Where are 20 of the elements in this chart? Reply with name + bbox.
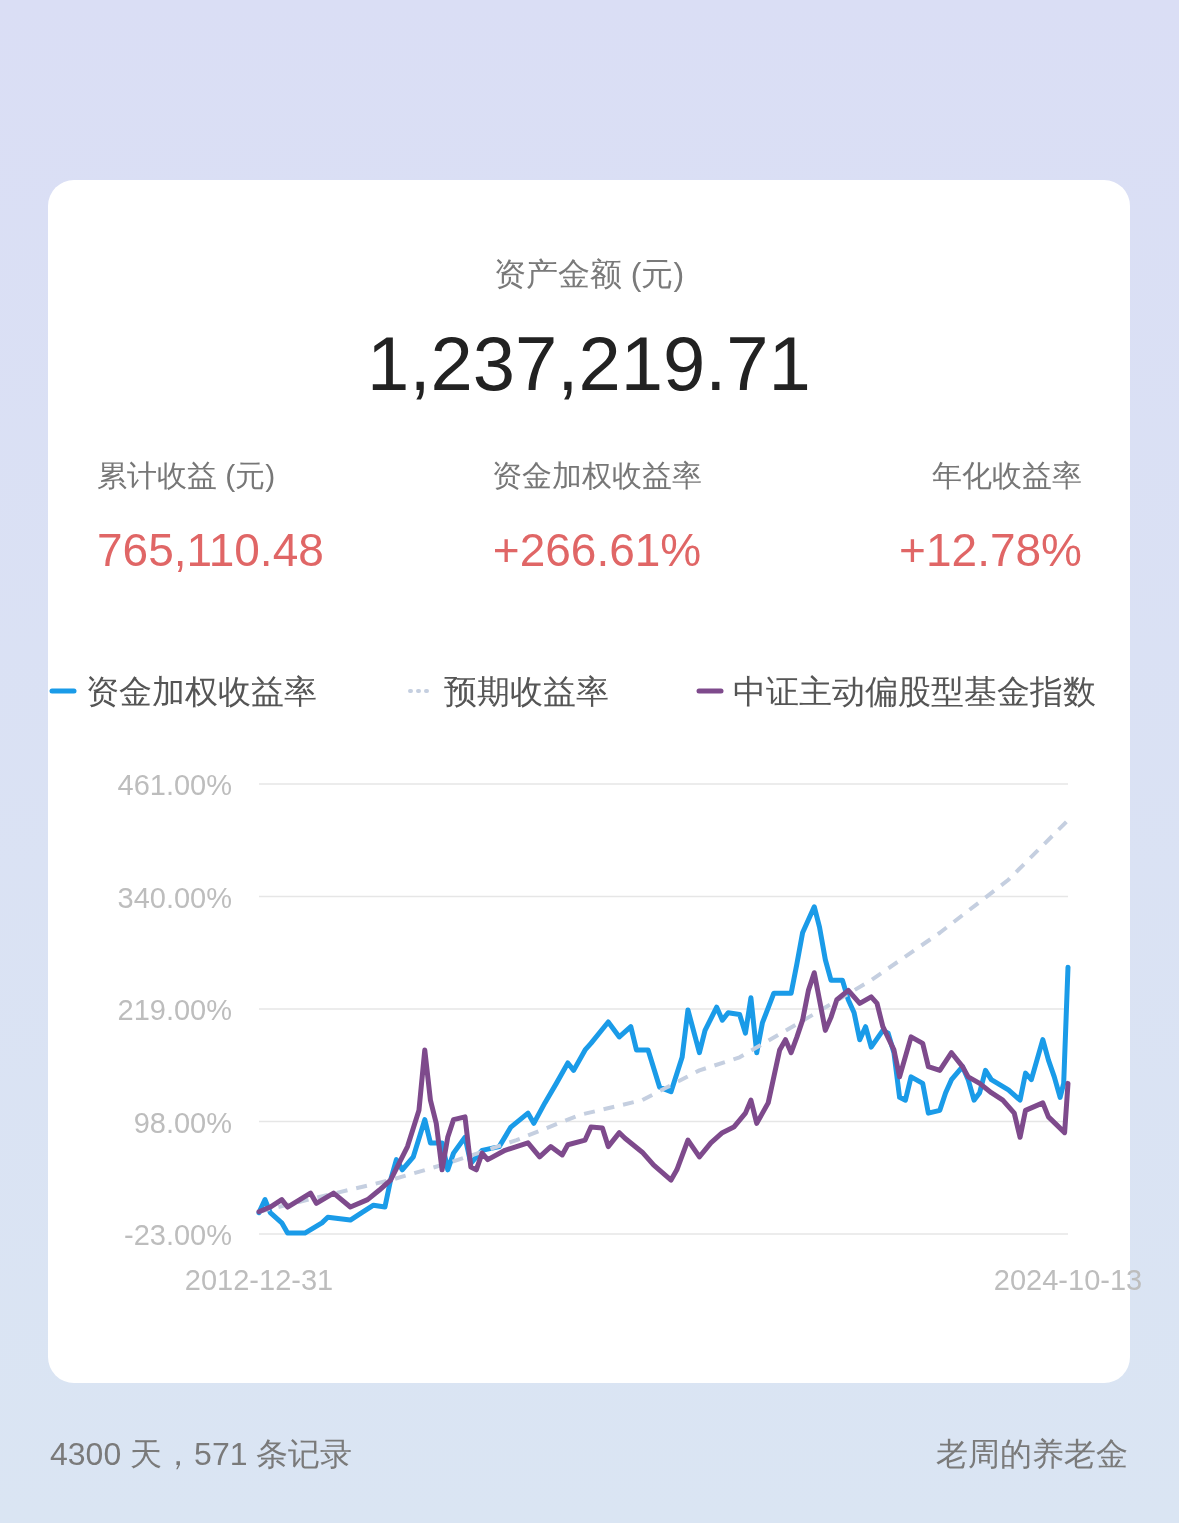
text: 年化收益率 (932, 459, 1082, 492)
x-tick-label: 2012-12-31 (184, 1264, 334, 1296)
x-tick-label: 2024-10-13 (993, 1264, 1143, 1296)
text: 资金加权收益率 (492, 459, 702, 492)
text: 老周的养老金 (936, 1436, 1128, 1472)
legend-label: 预期收益率 (444, 673, 609, 710)
y-tick-label: 340.00% (117, 881, 232, 914)
text: 4300 天，571 条记录 (50, 1436, 353, 1472)
y-tick-label: 219.00% (117, 994, 232, 1026)
legend-label: 中证主动偏股型基金指数 (733, 673, 1096, 710)
text: 765,110.48 (97, 524, 324, 576)
text: +266.61% (492, 524, 702, 576)
y-tick-label: 461.00% (117, 769, 232, 801)
text: 累计收益 (元) (97, 459, 276, 492)
text: +12.78% (899, 524, 1082, 576)
chart-subtitle: 1,237,219.71 (367, 321, 811, 406)
y-tick-label: 98.00% (133, 1106, 232, 1139)
chart-title: 资产金额 (元) (493, 256, 685, 292)
y-tick-label: -23.00% (123, 1219, 232, 1251)
legend-label: 资金加权收益率 (86, 673, 317, 710)
